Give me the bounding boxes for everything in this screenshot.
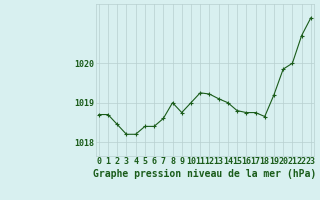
X-axis label: Graphe pression niveau de la mer (hPa): Graphe pression niveau de la mer (hPa) [93,169,316,179]
